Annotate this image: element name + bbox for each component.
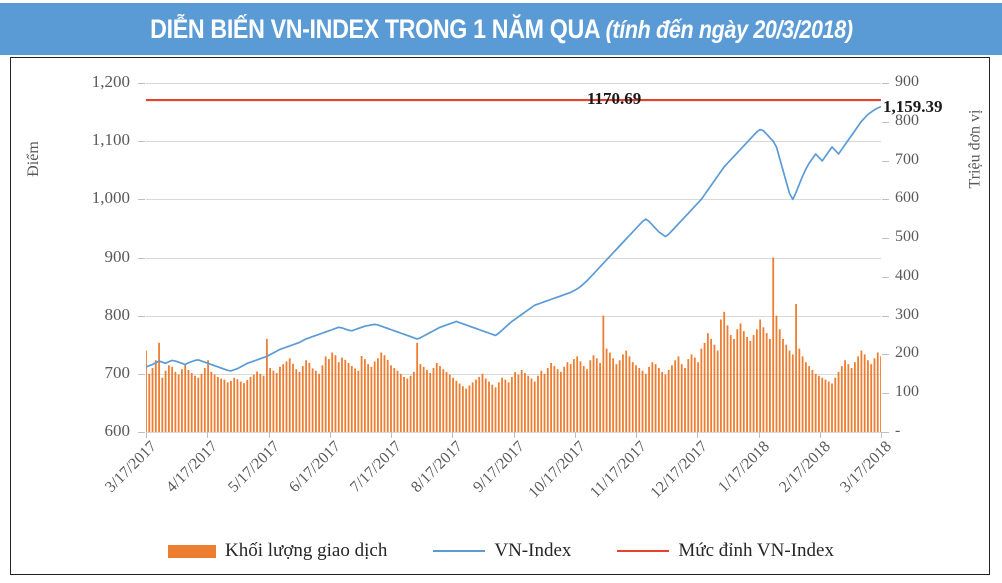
legend-label-volume: Khối lượng giao dịch <box>225 540 388 561</box>
legend-swatch-vnindex-icon <box>433 550 486 552</box>
chart-frame <box>10 57 990 575</box>
legend-item-vnindex[interactable]: VN-Index <box>433 540 571 562</box>
legend-item-peak[interactable]: Mức đỉnh VN-Index <box>617 540 834 562</box>
legend-item-volume[interactable]: Khối lượng giao dịch <box>168 540 387 562</box>
legend-label-peak: Mức đỉnh VN-Index <box>678 540 834 561</box>
page-title-main: DIỄN BIẾN VN-INDEX TRONG 1 NĂM QUA <box>149 13 600 44</box>
chart-legend: Khối lượng giao dịch VN-Index Mức đỉnh V… <box>0 540 1002 562</box>
legend-label-vnindex: VN-Index <box>494 540 572 561</box>
legend-swatch-volume-icon <box>168 544 217 558</box>
legend-swatch-peak-icon <box>617 550 670 552</box>
page-title-subtitle: (tính đến ngày 20/3/2018) <box>605 15 853 44</box>
header-banner: DIỄN BIẾN VN-INDEX TRONG 1 NĂM QUA (tính… <box>0 3 1002 55</box>
page-title: DIỄN BIẾN VN-INDEX TRONG 1 NĂM QUA (tính… <box>150 14 853 45</box>
